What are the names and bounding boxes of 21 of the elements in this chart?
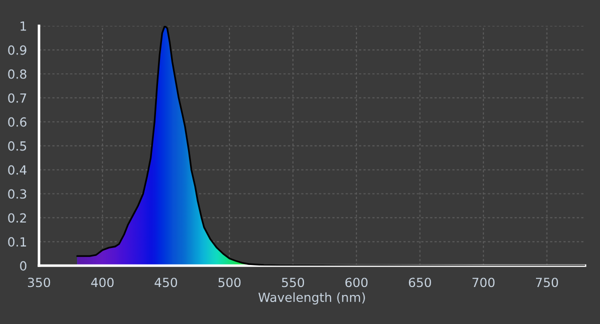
y-tick-label: 0.3 (8, 189, 26, 199)
y-tick-label: 1 (20, 22, 26, 31)
x-tick-label: 750 (536, 278, 558, 288)
y-tick-label: 0.4 (8, 165, 26, 175)
x-tick-label: 350 (28, 278, 50, 288)
x-tick-label: 600 (345, 278, 368, 288)
x-tick-label: 450 (154, 278, 178, 288)
y-tick-label: 0.2 (8, 213, 26, 223)
x-tick-label: 400 (91, 278, 114, 288)
x-tick-label: 550 (282, 278, 304, 288)
y-tick-label: 0.7 (8, 93, 26, 103)
y-tick-label: 0.1 (8, 237, 26, 247)
y-tick-label: 0.5 (8, 141, 26, 151)
y-tick-label: 0.9 (8, 45, 26, 55)
x-tick-label: 500 (218, 278, 241, 288)
y-tick-label: 0.6 (8, 117, 26, 127)
x-tick-label: 700 (472, 278, 495, 288)
x-tick-label: 650 (408, 278, 432, 288)
y-tick-label: 0 (20, 261, 26, 271)
x-axis-title: Wavelength (nm) (258, 292, 365, 304)
y-tick-label: 0.8 (8, 69, 26, 79)
